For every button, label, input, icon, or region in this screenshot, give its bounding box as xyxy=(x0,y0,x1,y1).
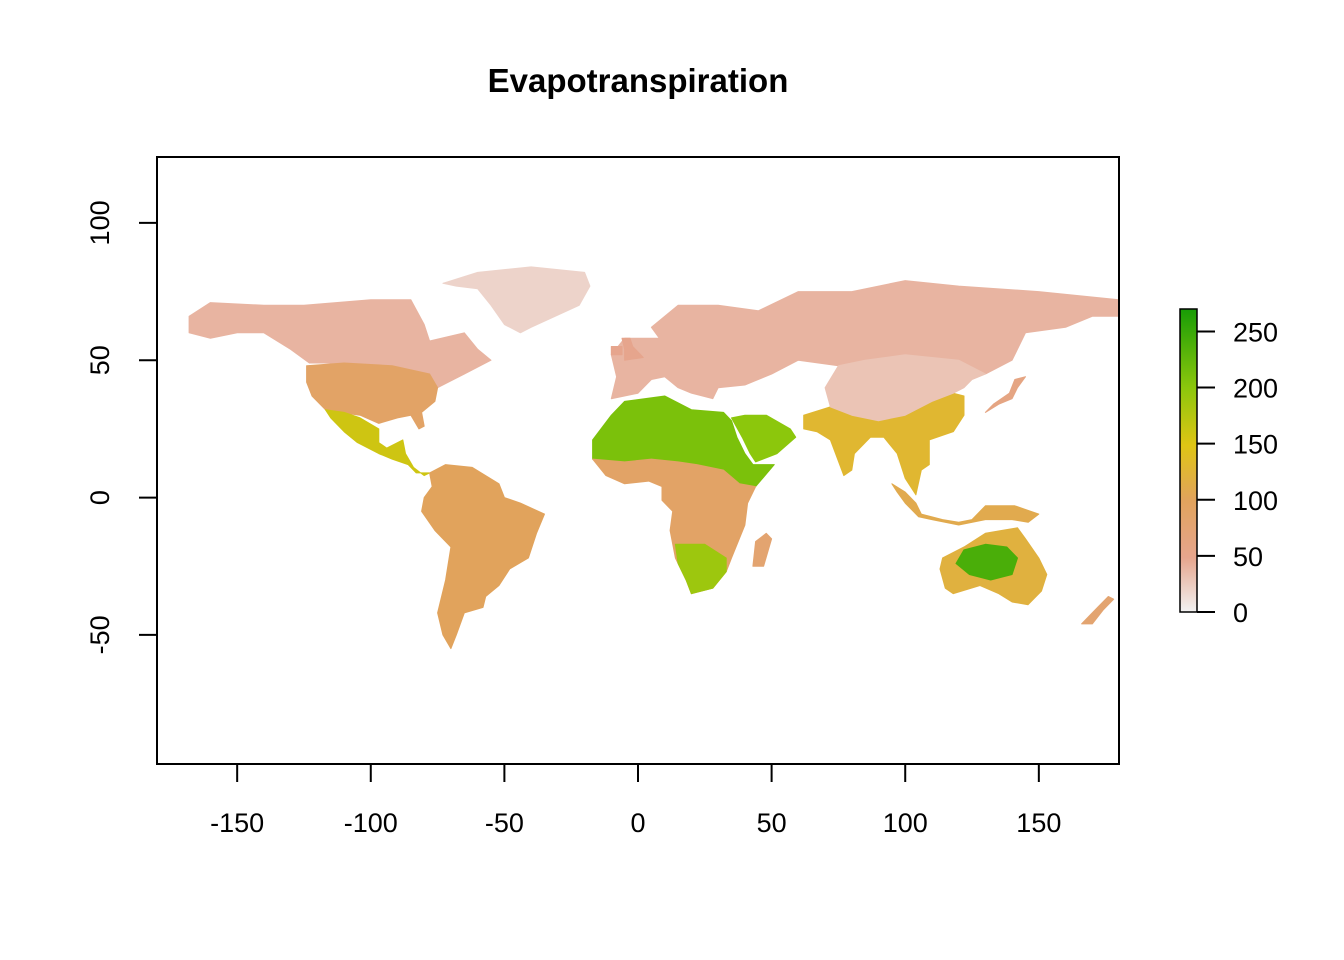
x-tick-label: 50 xyxy=(757,808,787,838)
x-tick-label: -50 xyxy=(485,808,524,838)
land-region-12 xyxy=(891,483,1040,526)
x-tick-label: 150 xyxy=(1016,808,1061,838)
land-region-3 xyxy=(442,266,591,334)
land-region-1 xyxy=(306,362,439,430)
land-region-8 xyxy=(592,458,757,595)
colorbar-tick-label: 150 xyxy=(1233,430,1278,460)
colorbar-tick-label: 50 xyxy=(1233,542,1263,572)
y-tick-label: 0 xyxy=(85,490,115,505)
land-region-19 xyxy=(621,337,644,361)
colorbar-tick-label: 100 xyxy=(1233,486,1278,516)
x-tick-label: -100 xyxy=(344,808,398,838)
x-axis: -150 -100 -50 0 50 100 150 xyxy=(210,763,1061,838)
colorbar-tick-label: 0 xyxy=(1233,598,1248,628)
land-region-14 xyxy=(955,543,1018,581)
land-region-11 xyxy=(824,354,986,422)
land-region-5 xyxy=(610,280,1119,400)
land-region-7 xyxy=(731,414,797,463)
colorbar-scale xyxy=(1179,308,1198,613)
y-tick-label: -50 xyxy=(85,615,115,654)
land-region-9 xyxy=(674,543,727,595)
colorbar-legend: 0 50 100 150 200 250 xyxy=(1179,308,1278,628)
y-axis: -50 0 50 100 xyxy=(85,200,158,654)
land-region-15 xyxy=(1081,596,1115,625)
land-region-16 xyxy=(752,532,773,567)
chart-title: Evapotranspiration xyxy=(488,62,789,99)
land-region-4 xyxy=(421,464,545,650)
x-tick-label: 100 xyxy=(883,808,928,838)
y-tick-label: 50 xyxy=(85,345,115,375)
x-tick-label: -150 xyxy=(210,808,264,838)
raster-layer xyxy=(188,266,1119,650)
colorbar-tick-label: 250 xyxy=(1233,317,1278,347)
land-region-0 xyxy=(188,299,492,389)
y-tick-label: 100 xyxy=(85,200,115,245)
land-region-17 xyxy=(984,376,1026,413)
land-region-18 xyxy=(610,346,623,356)
land-region-2 xyxy=(324,409,431,477)
x-tick-label: 0 xyxy=(630,808,645,838)
colorbar-tick-label: 200 xyxy=(1233,374,1278,404)
